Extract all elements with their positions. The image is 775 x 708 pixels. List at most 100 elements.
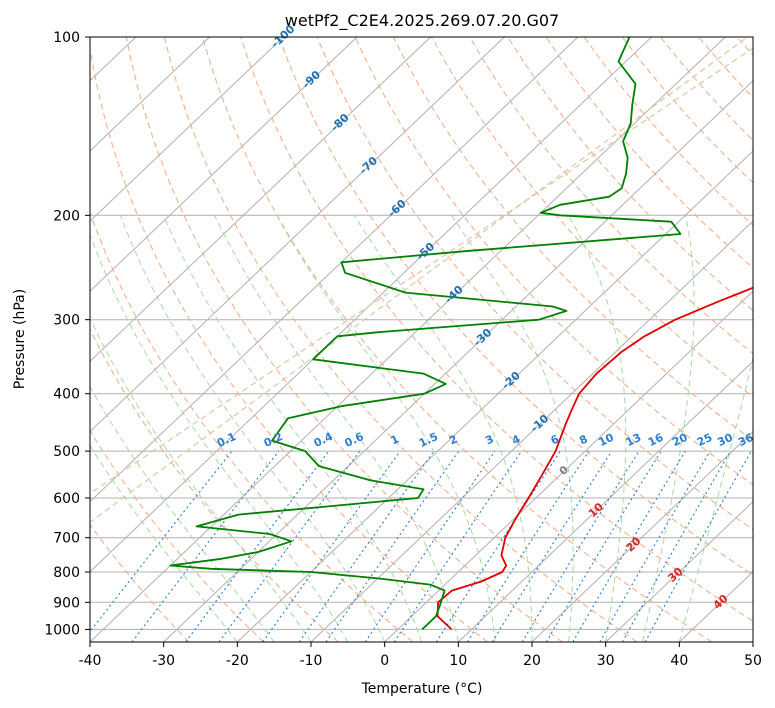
moist-adiabat-line [642, 215, 695, 642]
moist-adiabat-line [678, 355, 753, 642]
mixing-ratio-label: 36 [736, 431, 756, 449]
moist-adiabat-line [276, 215, 496, 642]
mixing-ratio-line [545, 450, 662, 642]
mixing-ratio-line [90, 450, 233, 633]
mixing-ratio-line [491, 450, 613, 642]
mixing-ratio-line [364, 450, 496, 642]
dry-adiabat-line [660, 37, 753, 142]
dry-adiabat-line [90, 523, 190, 642]
isotherm-line [531, 430, 753, 642]
dry-adiabat-line [90, 429, 264, 642]
x-tick-label: -10 [300, 653, 323, 669]
mixing-ratio-line [298, 450, 435, 642]
dry-adiabat-line [507, 37, 753, 312]
moist-adiabat-line [451, 215, 574, 642]
dry-adiabat-line [202, 37, 712, 642]
mixing-ratio-label: 1.5 [417, 430, 440, 450]
dry-adiabat-line [125, 37, 563, 642]
dry-adiabat-line [90, 45, 488, 642]
x-tick-label: -20 [226, 653, 249, 669]
isotherm-line [90, 37, 210, 152]
reference-curve [90, 47, 753, 495]
mixing-ratio-line [644, 450, 752, 642]
mixing-ratio-label: 0.4 [312, 430, 335, 450]
dewpoint-line [169, 37, 682, 631]
x-tick-label: 20 [523, 653, 541, 669]
background-lines [0, 37, 753, 642]
axes: -40 -30 -20 -10 0 10 20 30 40 50 100 200 300 400 500 60… [44, 30, 762, 669]
profile-lines [169, 37, 753, 631]
reference-curve [90, 37, 748, 524]
mixing-ratio-line [572, 450, 686, 642]
isotherm-line [90, 37, 431, 363]
y-tick-label: 300 [53, 313, 80, 329]
moist-adiabat-line [90, 444, 238, 642]
isotherm-line [0, 37, 62, 642]
mixing-ratio-line [131, 450, 280, 642]
mixing-ratio-line [621, 450, 732, 642]
x-tick-label: -40 [79, 653, 102, 669]
dry-adiabat-line [469, 37, 753, 355]
x-tick-label: 40 [670, 653, 688, 669]
isotherm-line [384, 290, 753, 642]
y-tick-label: 800 [53, 565, 80, 581]
x-tick-label: -30 [152, 653, 175, 669]
dry-adiabat-line [240, 37, 753, 622]
chart-title: wetPf2_C2E4.2025.269.07.20.G07 [285, 11, 559, 31]
y-tick-label: 700 [53, 531, 80, 547]
moist-adiabat-line [214, 215, 459, 642]
y-tick-label: 200 [53, 208, 80, 224]
dry-adiabat-line [354, 37, 753, 486]
moist-adiabat-line [90, 317, 312, 642]
mixing-ratio-label: 0.1 [215, 430, 238, 450]
x-tick-label: 50 [744, 653, 762, 669]
mixing-ratio-label: 0.6 [343, 430, 366, 450]
isotherm-line [90, 37, 358, 292]
mixing-ratio-line [325, 450, 460, 642]
mixing-ratio-label: 25 [695, 431, 714, 449]
dry-adiabat-line [278, 37, 753, 576]
moist-adiabat-line [162, 215, 422, 642]
dry-adiabat-line [90, 211, 414, 642]
isotherm-line [236, 150, 753, 642]
y-axis-label: Pressure (hPa) [12, 289, 28, 389]
dry-adiabat-line [163, 37, 638, 642]
isotherm-line [90, 37, 579, 503]
x-axis-label: Temperature (°C) [361, 681, 483, 697]
isotherm-line [457, 360, 753, 642]
mixing-ratio-line [467, 450, 590, 642]
x-tick-label: 0 [380, 653, 389, 669]
y-tick-label: 500 [53, 444, 80, 460]
isotherm-line [90, 37, 505, 433]
isotherm-line [163, 80, 753, 642]
isotherm-line [90, 37, 284, 222]
dry-adiabat-line [736, 37, 753, 56]
y-tick-label: 100 [53, 30, 80, 46]
mixing-ratio-line [218, 450, 361, 642]
mixing-ratio-line [599, 450, 711, 642]
mixing-ratio-label: 30 [715, 431, 735, 449]
y-tick-label: 400 [53, 387, 80, 403]
isotherm-line [310, 220, 753, 642]
dry-adiabat-line [431, 37, 753, 398]
mixing-ratio-label: 16 [646, 431, 666, 449]
mixing-ratio-line [435, 450, 561, 642]
isotherm-line [678, 571, 753, 642]
dry-adiabat-line [698, 37, 753, 99]
mixing-ratio-line [262, 450, 401, 642]
mixing-ratio-label: 20 [670, 431, 690, 449]
x-tick-label: 10 [449, 653, 467, 669]
mixing-ratio-label: 2 [447, 432, 459, 447]
y-tick-label: 600 [53, 491, 80, 507]
y-tick-label: 1000 [44, 622, 80, 638]
dry-adiabat-line [316, 37, 753, 531]
temperature-line [436, 286, 753, 631]
moist-adiabat-line [119, 215, 386, 642]
dry-adiabat-line [621, 37, 753, 184]
mixing-ratio-label: 0.2 [262, 430, 285, 450]
mixing-ratio-label: 4 [510, 432, 523, 447]
line-labels: -100-90-80-70-60-50-40-30-20-10010203040… [215, 22, 756, 612]
mixing-ratio-label: 13 [624, 431, 643, 449]
dry-adiabat-line [583, 37, 753, 226]
